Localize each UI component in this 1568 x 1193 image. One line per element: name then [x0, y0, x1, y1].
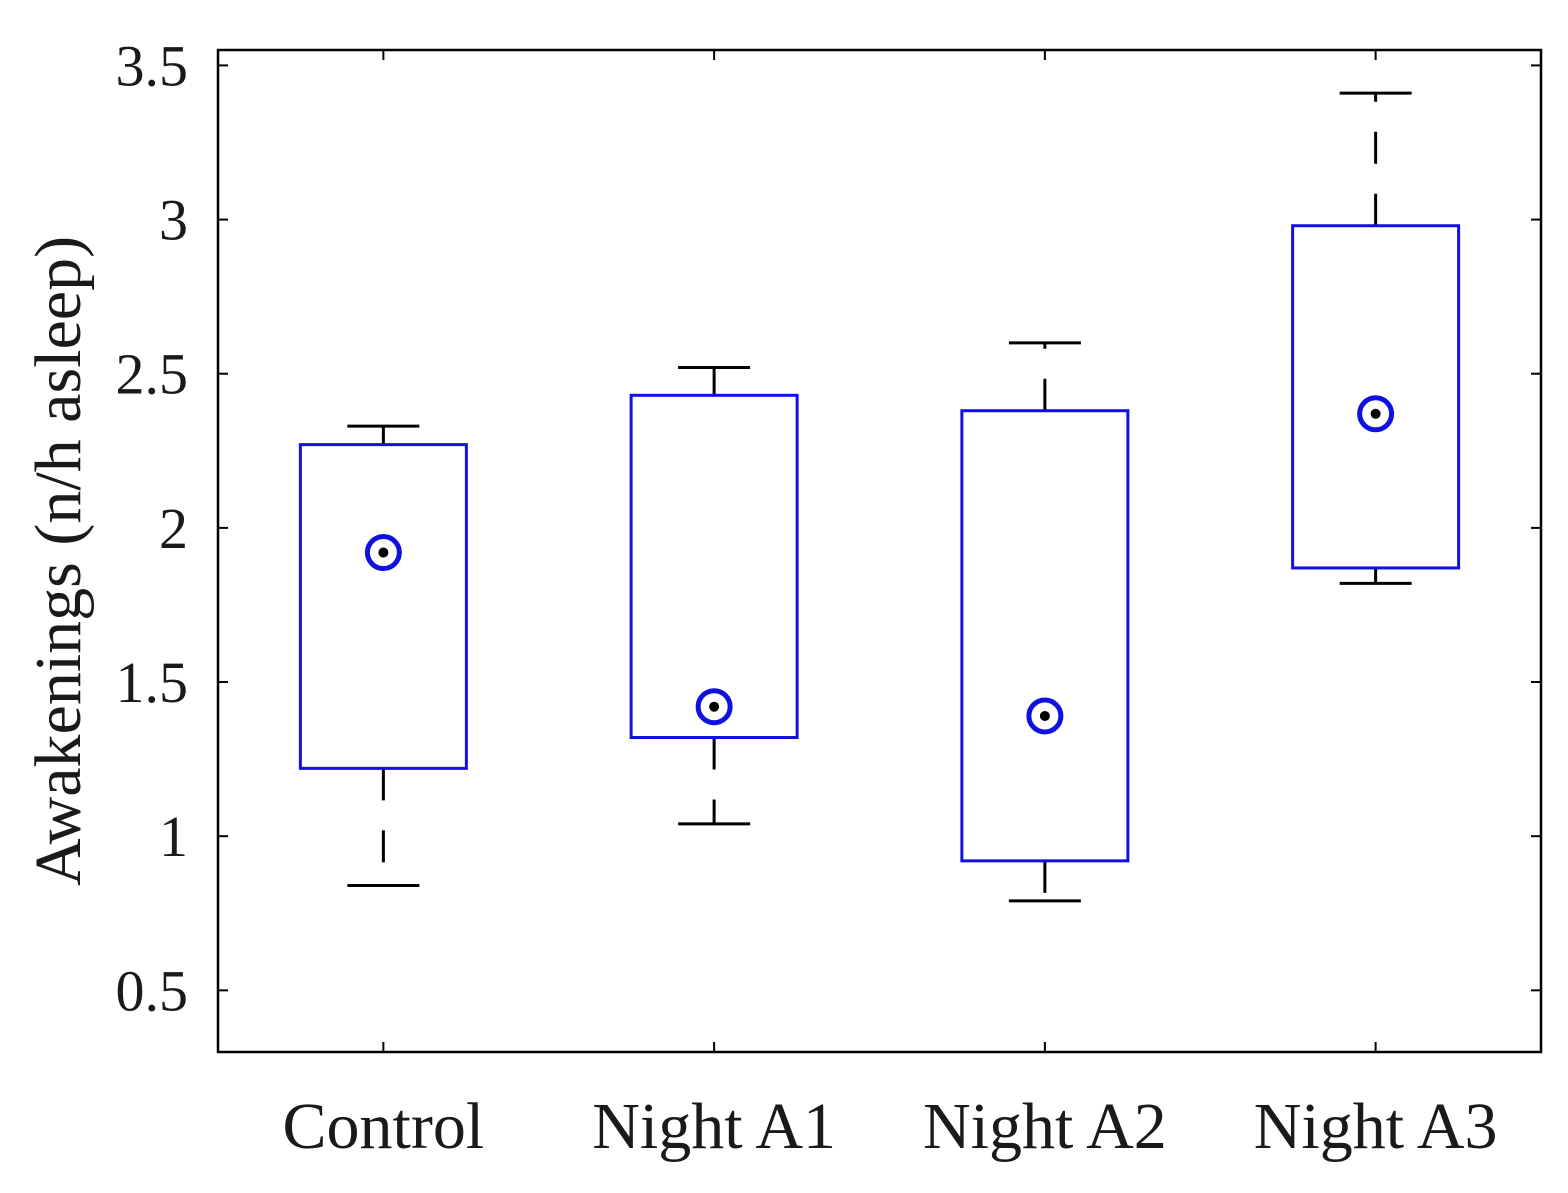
plot-area-frame [216, 48, 1543, 1054]
y-tick-label-1: 1 [159, 804, 188, 869]
y-axis-label: Awakenings (n/h asleep) [22, 236, 95, 886]
y-tick-label-6: 3.5 [116, 33, 189, 98]
y-tick-label-5: 3 [159, 188, 188, 253]
median-dot-control [378, 547, 389, 558]
x-tick-label-night-a3: Night A3 [1254, 1090, 1498, 1163]
median-dot-night-a2 [1039, 710, 1050, 721]
x-tick-labels: Control Night A1 Night A2 Night A3 [283, 1090, 1498, 1163]
x-tick-label-night-a2: Night A2 [923, 1090, 1167, 1163]
medians-layer [364, 395, 1395, 735]
box-night-a1 [629, 393, 799, 740]
x-tick-label-control: Control [283, 1090, 485, 1163]
y-tick-labels: 0.5 1 1.5 2 2.5 3 3.5 [116, 33, 189, 1023]
boxes-layer [298, 224, 1461, 863]
y-tick-label-0: 0.5 [116, 958, 189, 1023]
y-tick-label-2: 1.5 [116, 650, 189, 715]
whiskers-layer [347, 91, 1412, 903]
box-night-a2 [960, 409, 1130, 863]
ticks-layer [218, 50, 1541, 1052]
median-dot-night-a1 [709, 701, 720, 712]
box-control [298, 443, 468, 770]
y-tick-label-4: 2.5 [116, 342, 189, 407]
y-tick-label-3: 2 [159, 496, 188, 561]
x-tick-label-night-a1: Night A1 [592, 1090, 836, 1163]
median-dot-night-a3 [1370, 408, 1381, 419]
